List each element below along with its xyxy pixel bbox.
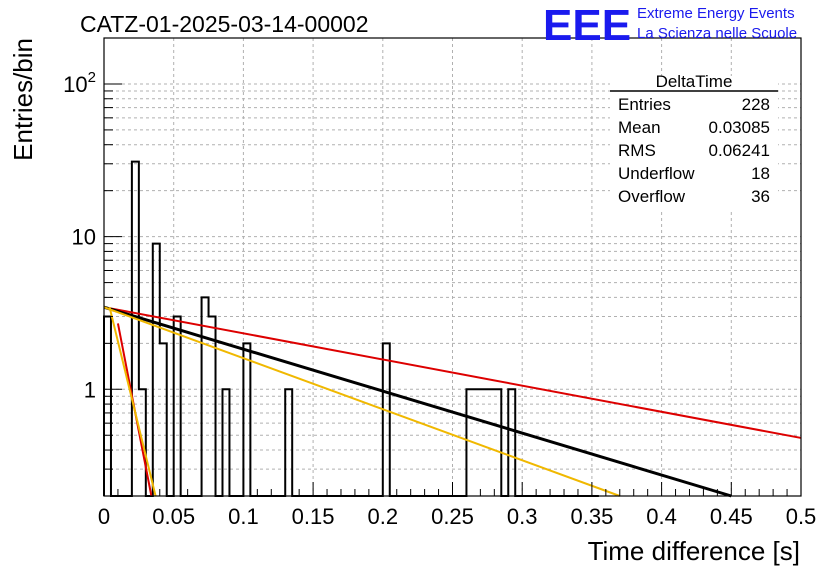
fit-line	[103, 306, 621, 497]
x-tick-label: 0.15	[292, 504, 335, 529]
y-axis-ticks	[104, 83, 122, 470]
fit-line	[108, 306, 157, 497]
x-tick-label: 0.3	[507, 504, 538, 529]
fit-line	[103, 306, 802, 439]
x-tick-label: 0.2	[368, 504, 399, 529]
stats-label: Underflow	[618, 164, 695, 183]
stats-label: Entries	[618, 95, 671, 114]
grid-lines	[104, 38, 801, 496]
stats-box: DeltaTime Entries 228 Mean 0.03085 RMS 0.0624…	[610, 72, 778, 210]
stats-rows: Entries 228 Mean 0.03085 RMS 0.06241 Underflow…	[618, 95, 770, 206]
chart-title: CATZ-01-2025-03-14-00002	[80, 11, 369, 37]
y-tick-label: 1	[84, 377, 96, 402]
logo-line-2: La Scienza nelle Scuole	[637, 25, 797, 42]
x-tick-label: 0.35	[570, 504, 613, 529]
x-tick-label: 0.1	[228, 504, 259, 529]
stats-value: 228	[742, 95, 770, 114]
eee-logo-text: EEE	[543, 1, 631, 50]
fit-line	[103, 305, 732, 498]
stats-value: 0.03085	[709, 118, 770, 137]
stats-label: Mean	[618, 118, 661, 137]
x-tick-label: 0.5	[786, 504, 817, 529]
stats-box-title: DeltaTime	[656, 72, 733, 91]
stats-label: Overflow	[618, 187, 686, 206]
logo-line-1: Extreme Energy Events	[637, 5, 795, 22]
eee-logo: EEE Extreme Energy Events La Scienza nel…	[543, 1, 797, 50]
stats-value: 36	[751, 187, 770, 206]
fit-lines	[103, 305, 802, 498]
stats-value: 0.06241	[709, 141, 770, 160]
x-tick-labels: 0 0.05 0.1 0.15 0.2 0.25 0.3 0.35 0.4 0.45 0.5	[98, 504, 816, 529]
x-tick-label: 0.4	[646, 504, 677, 529]
x-tick-label: 0.25	[431, 504, 474, 529]
x-tick-label: 0.05	[152, 504, 195, 529]
x-axis-label: Time difference [s]	[588, 536, 800, 566]
y-tick-label: 10	[72, 225, 96, 250]
x-tick-label: 0	[98, 504, 110, 529]
y-tick-label: 102	[63, 69, 96, 97]
x-axis-ticks	[103, 482, 802, 496]
y-axis-label: Entries/bin	[8, 38, 38, 161]
y-tick-labels: 1 10 102	[63, 69, 96, 402]
x-tick-label: 0.45	[710, 504, 753, 529]
stats-label: RMS	[618, 141, 656, 160]
stats-value: 18	[751, 164, 770, 183]
stats-box-background	[610, 76, 778, 210]
